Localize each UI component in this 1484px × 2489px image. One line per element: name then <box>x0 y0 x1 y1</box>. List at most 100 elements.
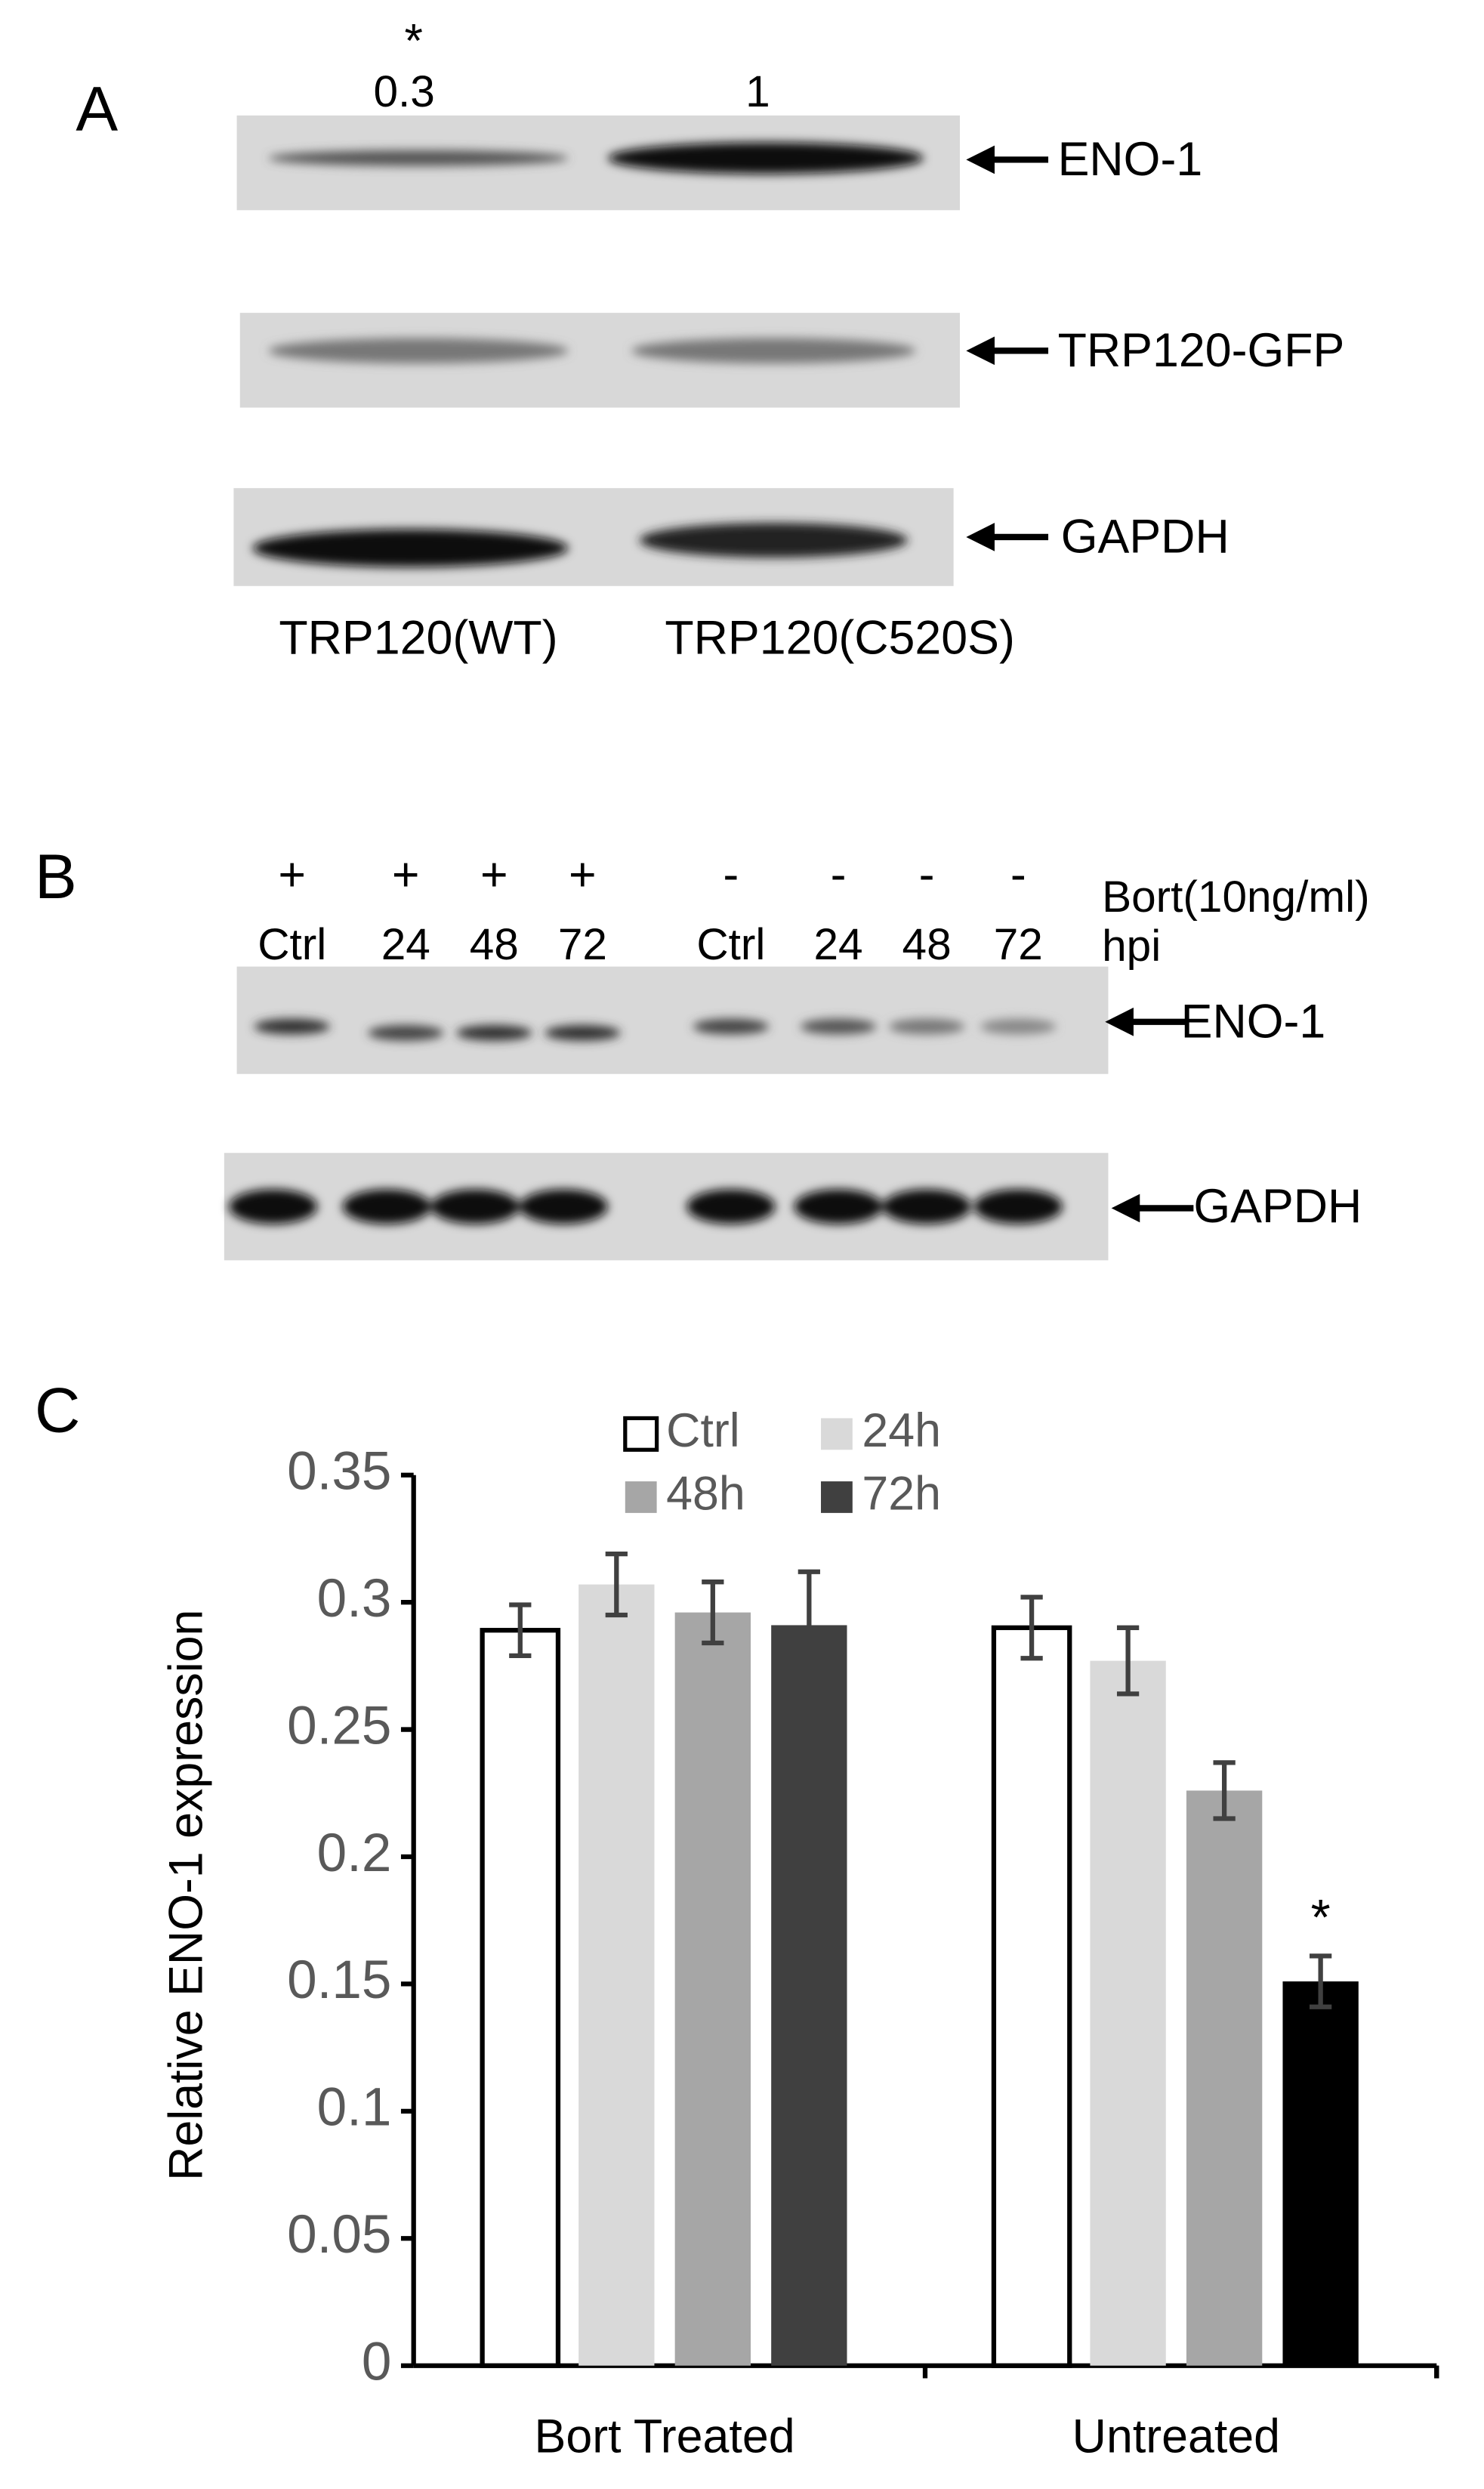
band <box>545 1024 621 1041</box>
band <box>639 523 908 558</box>
significance: * <box>1311 1889 1331 1946</box>
bar <box>991 1625 1072 2368</box>
lane-label: Ctrl <box>696 920 765 969</box>
error-bar <box>605 1551 628 1618</box>
treatment-sign: + <box>569 848 597 901</box>
band <box>254 1018 330 1035</box>
lane-label: 72 <box>558 920 607 969</box>
band <box>430 1189 520 1224</box>
error-bar <box>1020 1595 1043 1661</box>
lane-label: 48 <box>470 920 519 969</box>
band <box>794 1189 883 1224</box>
arrow-head <box>966 336 995 366</box>
treatment-sign: + <box>278 848 306 901</box>
chart: 0 0.05 0.1 0.15 0.2 0.25 0.3 0.35 Bort Treated Un… <box>287 1404 1439 2463</box>
band <box>268 338 569 364</box>
treatment-label: Bort(10ng/ml) <box>1102 872 1369 922</box>
arrow-head <box>966 523 995 551</box>
band <box>973 1189 1063 1224</box>
bar <box>1090 1660 1166 2366</box>
panel-label: C <box>35 1374 80 1445</box>
quantification: 1 <box>745 67 770 116</box>
bar <box>674 1612 751 2366</box>
treatment-sign: + <box>392 848 420 901</box>
bar <box>1282 1981 1359 2366</box>
arrow-head <box>1105 1007 1134 1036</box>
lane-label: TRP120(WT) <box>279 612 557 665</box>
y-tick-label: 0 <box>362 2332 392 2392</box>
lane-label: TRP120(C520S) <box>665 612 1015 665</box>
legend-swatch <box>821 1418 853 1450</box>
legend-label: 48h <box>666 1468 745 1521</box>
band <box>342 1189 431 1224</box>
y-tick-label: 0.15 <box>287 1950 391 2010</box>
bands <box>229 1018 1063 1224</box>
y-tick-label: 0.35 <box>287 1441 391 1501</box>
legend-swatch <box>623 1416 659 1452</box>
legend-label: 72h <box>862 1468 941 1521</box>
y-axis-label: Relative ENO-1 expression <box>159 1610 212 2181</box>
y-tick-label: 0.1 <box>317 2078 392 2138</box>
lane-label: 24 <box>813 920 862 969</box>
lane-label: 24 <box>381 920 430 969</box>
error-bar <box>798 1569 820 1681</box>
arrows <box>966 145 1194 1223</box>
treatment-sign: - <box>831 848 847 901</box>
band-label: GAPDH <box>1061 511 1229 564</box>
bar <box>771 1625 847 2366</box>
time-label: hpi <box>1102 922 1161 971</box>
y-tick-label: 0.2 <box>317 1824 392 1883</box>
band <box>888 1018 965 1035</box>
error-bar <box>1310 1953 1332 2009</box>
band <box>268 150 569 166</box>
significance: * <box>404 14 422 67</box>
treatment-sign: - <box>1010 848 1026 901</box>
treatment-sign: - <box>919 848 935 901</box>
y-tick-label: 0.05 <box>287 2205 391 2265</box>
band <box>607 142 924 174</box>
x-tick-label: Bort Treated <box>535 2410 795 2463</box>
error-bar <box>1116 1625 1140 1697</box>
error-bar <box>1213 1760 1236 1821</box>
band-label: TRP120-GFP <box>1058 324 1345 377</box>
arrow-head <box>966 145 995 174</box>
x-tick-label: Untreated <box>1072 2410 1280 2463</box>
treatment-sign: + <box>480 848 508 901</box>
y-tick-label: 0.25 <box>287 1696 391 1756</box>
band-label: GAPDH <box>1193 1180 1362 1233</box>
error-bar <box>509 1602 532 1659</box>
band <box>800 1018 877 1035</box>
y-tick-label: 0.3 <box>317 1569 392 1629</box>
legend-label: 24h <box>862 1404 941 1457</box>
bar <box>1186 1790 1263 2366</box>
band <box>456 1024 532 1041</box>
band-label: ENO-1 <box>1058 133 1203 186</box>
band <box>686 1189 776 1224</box>
bar <box>578 1584 655 2366</box>
panel-label: A <box>76 73 118 144</box>
lane-label: 72 <box>994 920 1043 969</box>
bar <box>480 1628 561 2368</box>
arrow-head <box>1111 1194 1140 1223</box>
band <box>519 1189 608 1224</box>
panel-label: B <box>35 841 77 912</box>
band <box>252 529 569 567</box>
lane-labels: + Ctrl +24 +48 +72 - Ctrl - 24 - 48 - 72 <box>258 848 1043 969</box>
band-label: ENO-1 <box>1181 995 1326 1048</box>
legend-swatch <box>625 1481 657 1513</box>
legend-swatch <box>821 1481 853 1513</box>
treatment-sign: - <box>723 848 739 901</box>
bands <box>252 142 924 567</box>
lane-label: 48 <box>902 920 952 969</box>
legend-label: Ctrl <box>666 1404 740 1457</box>
lane-label: Ctrl <box>258 920 326 969</box>
band <box>882 1189 971 1224</box>
band <box>631 338 916 364</box>
band <box>693 1018 770 1035</box>
blot <box>236 966 1109 1074</box>
error-bar <box>702 1580 724 1646</box>
band <box>980 1018 1057 1035</box>
band <box>368 1024 444 1041</box>
